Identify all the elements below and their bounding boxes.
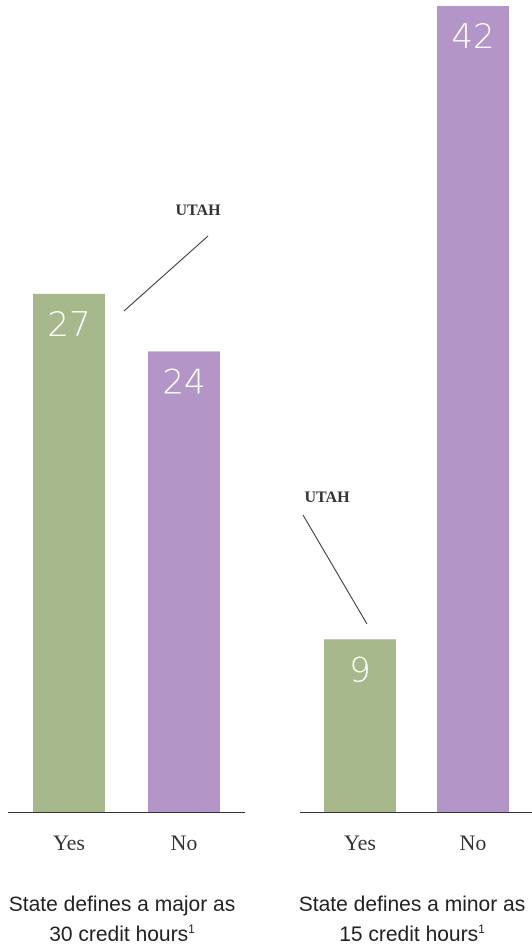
annotation: UTAH [175,202,221,219]
value-label: 24 [162,362,205,402]
value-label: 42 [451,17,494,57]
bar [33,293,105,812]
chart-title-text: State defines a minor as 15 credit hours [298,893,526,946]
x-tick-label: Yes [53,830,85,855]
value-label: 9 [349,650,371,690]
bar [324,639,396,812]
chart-title-text: State defines a major as 30 credit hours [8,893,236,946]
bar [148,351,220,812]
x-tick-label: No [460,830,487,855]
title-footnote: 1 [478,922,485,936]
chart-title: State defines a minor as 15 credit hours… [292,890,532,947]
bar [437,6,509,812]
annotation-leader [302,514,368,625]
annotation: UTAH [304,489,350,506]
value-label: 27 [47,305,90,345]
x-tick-label: No [171,830,198,855]
annotation-leader [123,235,209,312]
chart-title: State defines a major as 30 credit hours… [2,890,242,947]
title-footnote: 1 [188,922,195,936]
x-tick-label: Yes [344,830,376,855]
